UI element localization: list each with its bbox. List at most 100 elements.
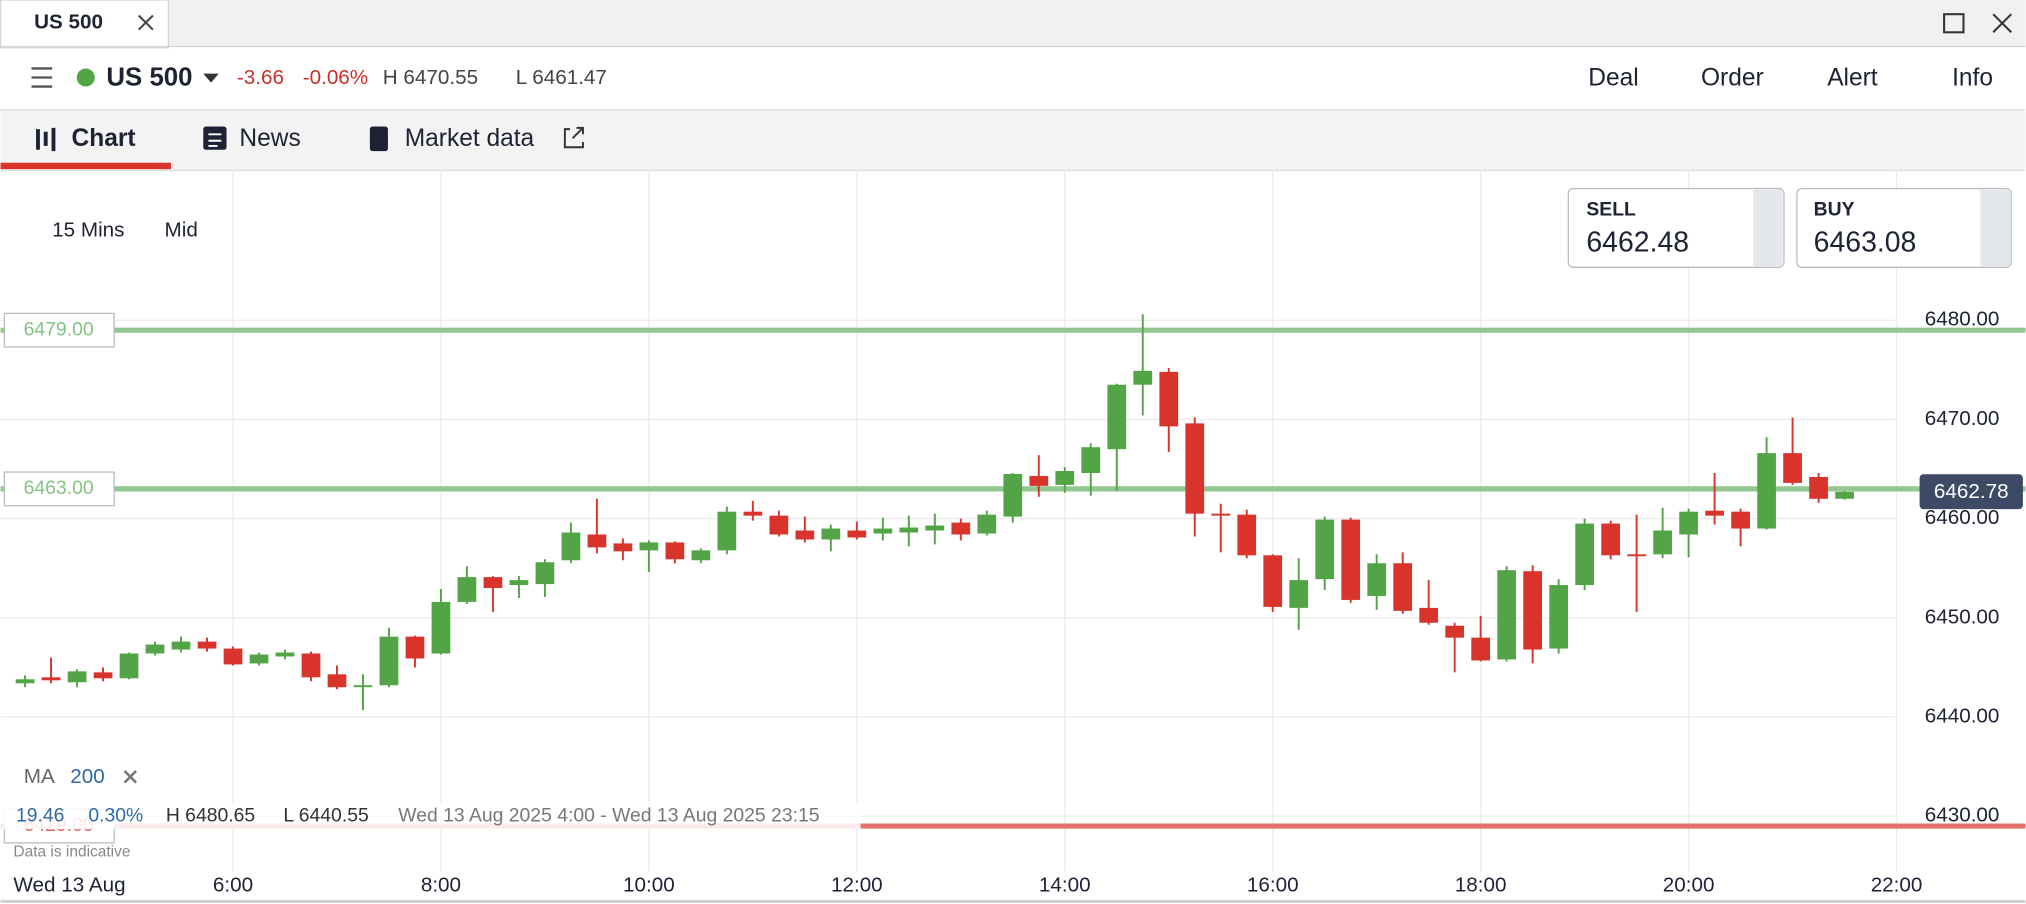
candle-body [15,679,35,684]
period-range: Wed 13 Aug 2025 4:00 - Wed 13 Aug 2025 2… [398,804,819,826]
buy-button[interactable] [1796,187,2012,268]
action-button[interactable]: Alert [1827,64,1878,91]
action-button[interactable]: Deal [1588,64,1638,91]
sell-label: SELL [1586,199,1636,221]
candle-body [431,601,451,654]
y-tick-label: 6460.00 [1925,506,2000,529]
candle-body [93,672,113,679]
maximize-icon[interactable] [1943,13,1965,34]
x-tick-label: 20:00 [1663,873,1715,896]
x-tick-label: 22:00 [1871,873,1923,896]
menu-icon[interactable] [31,67,53,88]
candle-body [1081,447,1101,473]
candle-body [223,648,243,665]
candle-body [405,636,425,659]
candle-body [1133,370,1153,385]
day-high: H 6470.55 [383,66,478,89]
close-tab-icon[interactable] [137,14,154,31]
sell-button-strip [1752,189,1783,267]
candle-body [587,534,607,548]
action-button[interactable]: Order [1701,64,1764,91]
candle-body [1237,514,1257,556]
candle-body [275,652,295,657]
news-icon-lines [208,133,222,147]
period-change: 19.46 [16,804,64,826]
summary-background [0,803,861,830]
candle-body [119,653,139,679]
candle-body [249,654,269,664]
candle-body [977,514,997,534]
view-tab[interactable]: Chart [72,125,136,152]
candle-body [197,641,217,649]
news-icon [203,126,227,150]
price-change: -3.66 [237,66,284,89]
price-type-selector[interactable]: Mid [165,219,198,242]
period-high: H 6480.65 [166,804,255,826]
price-level-tag [3,312,115,348]
candle-body [301,653,321,678]
price-level-label: 6479.00 [24,318,94,340]
candle-body [1419,607,1439,623]
candle-body [561,532,581,561]
action-button[interactable]: Info [1952,64,1993,91]
candle-body [769,515,789,535]
candle-body [509,580,529,586]
candle-body [1185,423,1205,514]
candle-body [145,644,165,654]
window-tab-title: US 500 [34,11,103,34]
candle-body [1835,491,1854,499]
candle-body [847,530,867,538]
sell-button[interactable] [1567,187,1785,268]
view-tab[interactable]: News [239,125,300,152]
indicator-name: MA [24,765,55,788]
candle-body [1809,476,1828,499]
candle-body [1757,453,1776,529]
day-low: L 6461.47 [516,66,607,89]
candle-body [1211,513,1231,516]
x-tick-label: 6:00 [213,873,253,896]
candle-body [1783,453,1802,483]
external-link-icon[interactable] [563,126,584,149]
dropdown-caret[interactable] [203,73,219,83]
interval-selector[interactable]: 15 Mins [52,219,124,242]
x-tick-label: 12:00 [831,873,883,896]
candle-body [1029,475,1049,486]
x-tick-label: 16:00 [1247,873,1299,896]
candle-body [41,677,61,681]
window-tab[interactable] [0,0,170,49]
view-tabs [0,109,2026,171]
candle-body [717,511,737,551]
x-tick-label: 14:00 [1039,873,1091,896]
price-level-label: 6463.00 [24,477,94,499]
remove-indicator-icon[interactable] [123,770,138,784]
candle-body [1731,511,1750,529]
current-price-label: 6462.78 [1934,480,2009,503]
indicator-period[interactable]: 200 [70,765,104,788]
view-tab[interactable]: Market data [405,125,535,152]
candle-body [1601,523,1620,556]
candle-body [1315,519,1335,580]
candle-body [1055,471,1075,485]
instrument-name[interactable]: US 500 [106,64,192,92]
current-price-tag [1919,474,2023,510]
close-window-icon[interactable] [1992,13,2013,34]
candle-body [379,636,399,686]
candle-body [925,525,945,531]
x-tick-label: 10:00 [623,873,675,896]
candle-body [1497,570,1517,660]
chart-icon [36,127,56,152]
period-change-pct: 0.30% [88,804,143,826]
candle-body [951,522,971,535]
buy-button-strip [1980,189,2010,267]
candle-body [1549,585,1569,649]
market-data-icon [369,126,388,152]
sell-price: 6462.48 [1586,227,1689,259]
candle-body [327,674,347,688]
y-tick-label: 6440.00 [1925,704,2000,727]
candle-body [1627,554,1646,557]
candle-body [483,577,503,589]
candle-body [353,685,373,688]
candle-body [67,671,87,683]
candle-body [1471,637,1491,661]
candle-body [1679,511,1698,535]
